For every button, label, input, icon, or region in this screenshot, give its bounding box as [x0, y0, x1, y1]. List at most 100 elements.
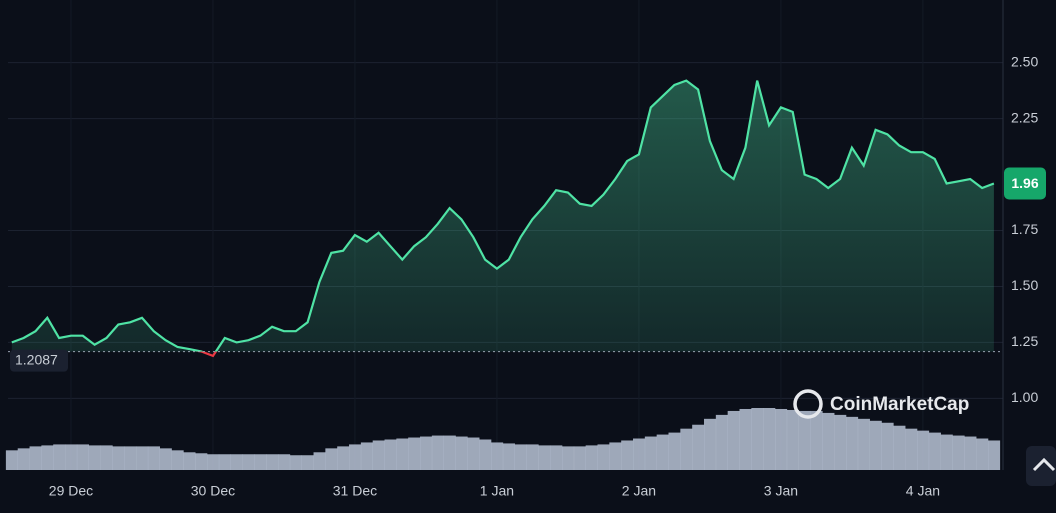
volume-bar	[467, 437, 480, 470]
volume-bar	[88, 445, 101, 470]
volume-bar	[325, 448, 338, 470]
volume-bar	[822, 412, 835, 470]
y-tick-label: 1.25	[1011, 333, 1038, 349]
volume-bar	[774, 408, 788, 470]
volume-bar	[905, 428, 918, 470]
volume-bar	[289, 455, 302, 470]
current-price-label: 1.96	[1011, 175, 1038, 191]
volume-bar	[715, 414, 728, 470]
volume-bar	[845, 416, 859, 470]
volume-bar	[644, 436, 657, 470]
volume-bar	[242, 454, 255, 470]
volume-bar	[597, 444, 610, 470]
volume-bar	[266, 454, 279, 470]
volume-bar	[384, 439, 397, 470]
volume-bar	[420, 436, 433, 470]
volume-bar	[692, 424, 705, 470]
x-tick-label: 29 Dec	[49, 483, 93, 499]
volume-bar	[218, 454, 232, 470]
volume-bar	[573, 446, 586, 470]
volume-bar	[301, 455, 314, 470]
volume-bar	[195, 453, 208, 470]
volume-bar	[360, 442, 373, 470]
volume-bar	[313, 452, 326, 470]
volume-bar	[443, 435, 456, 470]
volume-bar	[65, 444, 78, 470]
y-tick-label: 1.75	[1011, 221, 1038, 237]
y-tick-label: 1.00	[1011, 389, 1038, 405]
volume-bar	[798, 410, 811, 470]
volume-bar	[976, 438, 989, 470]
volume-bar	[928, 432, 941, 470]
volume-bar	[100, 445, 113, 470]
volume-bar	[396, 438, 409, 470]
volume-bar	[349, 444, 362, 470]
volume-bar	[372, 440, 385, 470]
volume-bar	[41, 445, 54, 470]
volume-bar	[562, 446, 575, 470]
volume-bar	[704, 418, 717, 470]
volume-bar	[455, 436, 468, 470]
volume-bar	[337, 446, 350, 470]
volume-bar	[538, 445, 551, 470]
volume-bar	[893, 425, 906, 470]
x-tick-label: 1 Jan	[480, 483, 514, 499]
reference-label: 1.2087	[15, 351, 58, 367]
volume-bar	[5, 450, 19, 470]
volume-bar	[479, 439, 492, 470]
volume-bar	[17, 448, 30, 470]
volume-bar	[964, 436, 977, 470]
volume-bar	[514, 444, 527, 470]
volume-bar	[526, 444, 539, 470]
x-tick-label: 31 Dec	[333, 483, 377, 499]
y-tick-label: 1.50	[1011, 277, 1038, 293]
volume-bar	[621, 440, 634, 470]
volume-bar	[751, 408, 764, 470]
x-tick-label: 3 Jan	[764, 483, 798, 499]
volume-bar	[124, 446, 137, 470]
volume-bar	[230, 454, 243, 470]
volume-bar	[656, 434, 669, 470]
x-tick-label: 4 Jan	[906, 483, 940, 499]
x-tick-label: 2 Jan	[622, 483, 656, 499]
volume-bar	[136, 446, 149, 470]
volume-bar	[112, 446, 125, 470]
scroll-button[interactable]	[1026, 446, 1056, 486]
volume-bar	[183, 452, 196, 470]
price-line	[11, 79, 995, 352]
y-tick-label: 2.50	[1011, 53, 1038, 69]
volume-bar	[727, 410, 740, 470]
x-tick-label: 30 Dec	[191, 483, 235, 499]
volume-bar	[987, 440, 1001, 470]
reference-label-box	[10, 349, 68, 372]
volume-bar	[254, 454, 267, 470]
volume-bar	[916, 430, 930, 470]
volume-bar	[763, 408, 776, 470]
volume-bar	[869, 420, 882, 470]
volume-bar	[76, 444, 90, 470]
volume-bar	[739, 408, 752, 470]
volume-bar	[810, 410, 823, 470]
volume-bar	[680, 428, 693, 470]
volume-bar	[550, 445, 563, 470]
volume-bar	[585, 445, 598, 470]
volume-bar	[408, 437, 421, 470]
current-price-box	[1004, 167, 1046, 200]
volume-bar	[29, 446, 42, 470]
volume-bar	[207, 454, 220, 470]
volume-bar	[786, 409, 799, 470]
volume-bar	[278, 454, 291, 470]
volume-bar	[952, 435, 965, 470]
volume-bar	[491, 442, 504, 470]
volume-bar	[147, 446, 161, 470]
volume-bar	[834, 414, 847, 470]
volume-bar	[609, 442, 622, 470]
volume-bar	[159, 448, 172, 470]
y-tick-label: 2.25	[1011, 109, 1038, 125]
brand-text: CoinMarketCap	[830, 394, 969, 415]
volume-bar	[502, 443, 515, 470]
volume-bar	[431, 435, 444, 470]
volume-bar	[171, 450, 184, 470]
volume-bar	[53, 444, 66, 470]
